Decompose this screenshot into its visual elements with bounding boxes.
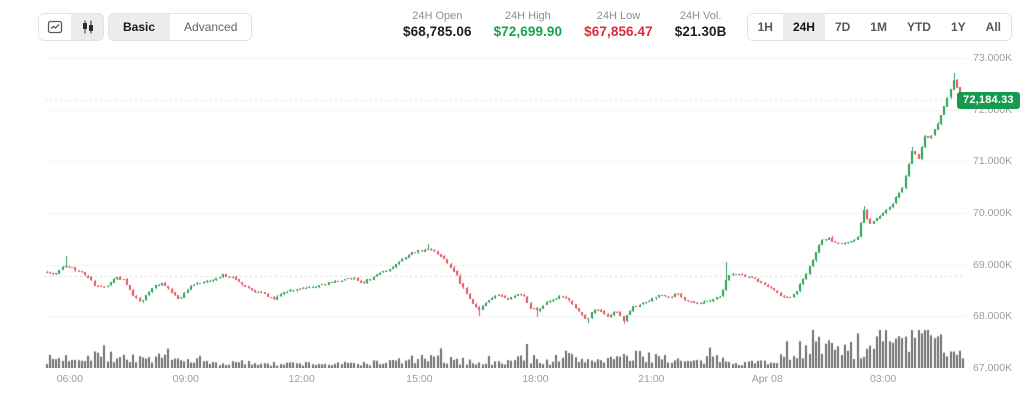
time-axis-label: 03:00 [869, 373, 897, 385]
time-axis-label: 18:00 [522, 373, 549, 385]
time-axis-label: 09:00 [172, 373, 199, 385]
price-axis-label: 69.000K [973, 258, 1013, 271]
range-button-1y[interactable]: 1Y [940, 14, 976, 40]
range-button-ytd[interactable]: YTD [896, 14, 941, 40]
stat-label: 24H Vol. [679, 10, 722, 22]
stat-item: 24H High $72,699.90 [483, 9, 574, 41]
price-axis-label: 73.000K [973, 51, 1013, 64]
stat-label: 24H Low [596, 10, 641, 22]
range-button-7d[interactable]: 7D [824, 14, 861, 40]
price-axis-label: 71.000K [973, 155, 1013, 168]
time-axis-label: Apr 08 [751, 373, 783, 385]
stat-label: 24H Open [412, 10, 463, 22]
candlestick-icon [80, 19, 96, 35]
daily-stats: 24H Open $68,785.06 24H High $72,699.90 24H … [392, 9, 737, 41]
stat-item: 24H Low $67,856.47 [573, 9, 664, 41]
stat-label: 24H High [504, 10, 551, 22]
range-button-1h[interactable]: 1H [747, 14, 783, 40]
stat-value: $67,856.47 [584, 24, 653, 39]
stat-value: $72,699.90 [493, 24, 563, 39]
time-axis-label: 12:00 [288, 373, 315, 385]
range-button-all[interactable]: All [975, 14, 1011, 40]
stat-item: 24H Vol. $21.30B [664, 9, 738, 41]
stat-value: $21.30B [674, 24, 727, 39]
line-chart-button[interactable] [39, 14, 71, 40]
time-axis-label: 21:00 [638, 373, 665, 385]
stat-value: $68,785.06 [403, 24, 472, 39]
time-range-selector: 1H 24H 7D 1M YTD 1Y All [746, 13, 1012, 41]
chart-area: 73.000K 72.000K 71.000K 70.000K 69.000K 68.00… [0, 47, 1024, 400]
chart-type-toggle [38, 13, 104, 41]
time-axis-label: 06:00 [56, 373, 83, 385]
advanced-mode-button[interactable]: Advanced [169, 14, 252, 40]
price-axis-label: 70.000K [973, 206, 1013, 219]
time-axis-label: 15:00 [406, 373, 433, 385]
stat-item: 24H Open $68,785.06 [392, 9, 483, 41]
price-axis-label: 67.000K [973, 362, 1013, 374]
price-axis-label: 68.000K [973, 310, 1013, 323]
chart-mode-toggle: Basic Advanced [108, 13, 253, 41]
basic-mode-button[interactable]: Basic [109, 14, 170, 40]
candlestick-chart-canvas[interactable] [45, 47, 965, 368]
line-chart-icon [47, 19, 63, 35]
range-button-24h[interactable]: 24H [782, 14, 825, 40]
candlestick-chart-button[interactable] [71, 14, 103, 40]
last-price-badge: 72,184.33 [957, 92, 1020, 110]
price-axis-label: 72.000K [973, 103, 1013, 116]
range-button-1m[interactable]: 1M [860, 14, 897, 40]
